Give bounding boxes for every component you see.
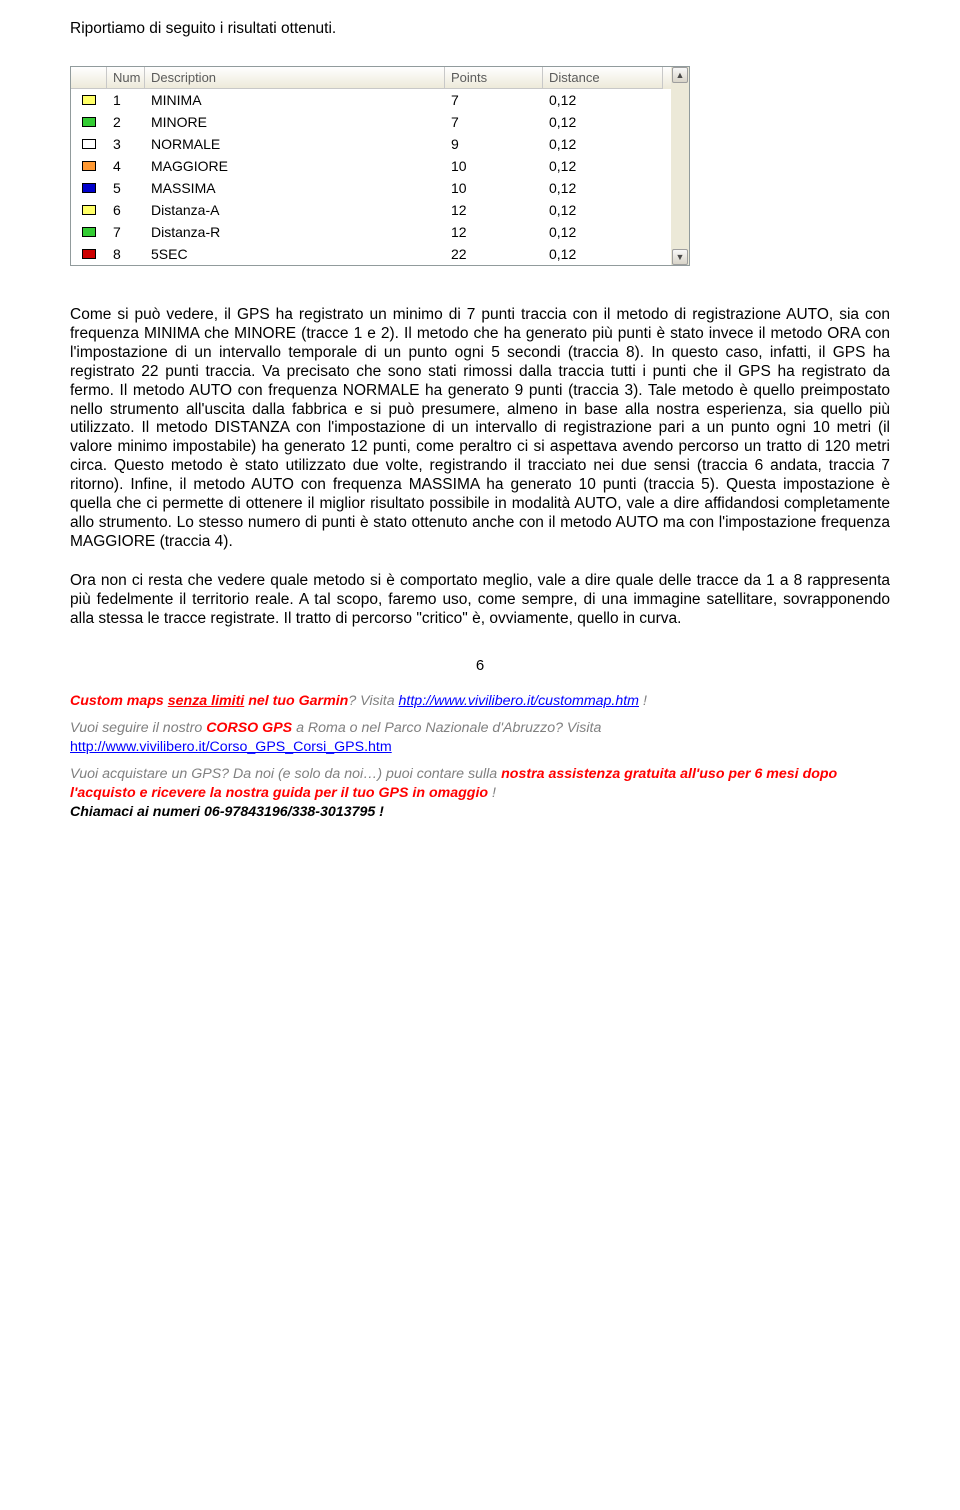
row-desc: MINIMA xyxy=(145,89,445,111)
row-desc: Distanza-R xyxy=(145,221,445,243)
table-header-row: Num Description Points Distance xyxy=(71,67,671,89)
results-table: Num Description Points Distance 1MINIMA7… xyxy=(70,66,690,266)
footer: Custom maps senza limiti nel tuo Garmin?… xyxy=(70,692,890,823)
table-row: 3NORMALE90,12 xyxy=(71,133,671,155)
row-desc: Distanza-A xyxy=(145,199,445,221)
row-desc: MAGGIORE xyxy=(145,155,445,177)
header-points: Points xyxy=(445,67,543,89)
row-points: 7 xyxy=(445,89,543,111)
row-points: 10 xyxy=(445,177,543,199)
row-dist: 0,12 xyxy=(543,199,663,221)
row-swatch xyxy=(71,243,107,265)
row-num: 6 xyxy=(107,199,145,221)
row-points: 7 xyxy=(445,111,543,133)
page-number: 6 xyxy=(70,657,890,674)
row-swatch xyxy=(71,199,107,221)
row-desc: MASSIMA xyxy=(145,177,445,199)
row-dist: 0,12 xyxy=(543,89,663,111)
footer-l1a: Custom maps xyxy=(70,693,168,709)
footer-l1c: nel tuo Garmin xyxy=(244,693,348,709)
header-num: Num xyxy=(107,67,145,89)
row-points: 12 xyxy=(445,199,543,221)
table-scrollbar[interactable]: ▲ ▼ xyxy=(671,67,689,265)
row-swatch xyxy=(71,221,107,243)
row-swatch xyxy=(71,89,107,111)
row-dist: 0,12 xyxy=(543,243,663,265)
table-row: 2MINORE70,12 xyxy=(71,111,671,133)
row-num: 7 xyxy=(107,221,145,243)
header-dist: Distance xyxy=(543,67,663,89)
row-swatch xyxy=(71,133,107,155)
row-desc: 5SEC xyxy=(145,243,445,265)
footer-l2a: Vuoi seguire il nostro xyxy=(70,720,206,736)
row-desc: MINORE xyxy=(145,111,445,133)
header-desc: Description xyxy=(145,67,445,89)
footer-l3d: Chiamaci ai numeri 06-97843196/338-30137… xyxy=(70,804,384,820)
footer-l1d: ? Visita xyxy=(348,693,398,709)
row-num: 4 xyxy=(107,155,145,177)
footer-line-2: Vuoi seguire il nostro CORSO GPS a Roma … xyxy=(70,719,890,757)
table-row: 6Distanza-A120,12 xyxy=(71,199,671,221)
intro-text: Riportiamo di seguito i risultati ottenu… xyxy=(70,20,890,38)
footer-l3c: ! xyxy=(488,785,496,801)
scroll-up-icon[interactable]: ▲ xyxy=(672,67,688,83)
table-row: 5MASSIMA100,12 xyxy=(71,177,671,199)
row-num: 5 xyxy=(107,177,145,199)
row-num: 2 xyxy=(107,111,145,133)
footer-link-2[interactable]: http://www.vivilibero.it/Corso_GPS_Corsi… xyxy=(70,739,392,755)
row-dist: 0,12 xyxy=(543,133,663,155)
row-swatch xyxy=(71,111,107,133)
row-desc: NORMALE xyxy=(145,133,445,155)
row-points: 10 xyxy=(445,155,543,177)
scroll-down-icon[interactable]: ▼ xyxy=(672,249,688,265)
footer-l2c: a Roma o nel Parco Nazionale d'Abruzzo? … xyxy=(292,720,601,736)
paragraph-1: Come si può vedere, il GPS ha registrato… xyxy=(70,306,890,552)
table-row: 4MAGGIORE100,12 xyxy=(71,155,671,177)
footer-l1b: senza limiti xyxy=(168,693,244,709)
row-swatch xyxy=(71,177,107,199)
row-points: 22 xyxy=(445,243,543,265)
footer-line-3: Vuoi acquistare un GPS? Da noi (e solo d… xyxy=(70,765,890,823)
row-num: 3 xyxy=(107,133,145,155)
footer-l3a: Vuoi acquistare un GPS? Da noi (e solo d… xyxy=(70,766,501,782)
header-swatch xyxy=(71,67,107,89)
footer-l2b: CORSO GPS xyxy=(206,720,292,736)
footer-line-1: Custom maps senza limiti nel tuo Garmin?… xyxy=(70,692,890,711)
table-row: 7Distanza-R120,12 xyxy=(71,221,671,243)
row-dist: 0,12 xyxy=(543,111,663,133)
row-num: 8 xyxy=(107,243,145,265)
row-swatch xyxy=(71,155,107,177)
row-dist: 0,12 xyxy=(543,155,663,177)
footer-l1e: ! xyxy=(639,693,647,709)
footer-link-1[interactable]: http://www.vivilibero.it/custommap.htm xyxy=(399,693,639,709)
row-num: 1 xyxy=(107,89,145,111)
row-points: 12 xyxy=(445,221,543,243)
table-row: 1MINIMA70,12 xyxy=(71,89,671,111)
row-points: 9 xyxy=(445,133,543,155)
row-dist: 0,12 xyxy=(543,177,663,199)
row-dist: 0,12 xyxy=(543,221,663,243)
table-row: 85SEC220,12 xyxy=(71,243,671,265)
paragraph-2: Ora non ci resta che vedere quale metodo… xyxy=(70,572,890,629)
